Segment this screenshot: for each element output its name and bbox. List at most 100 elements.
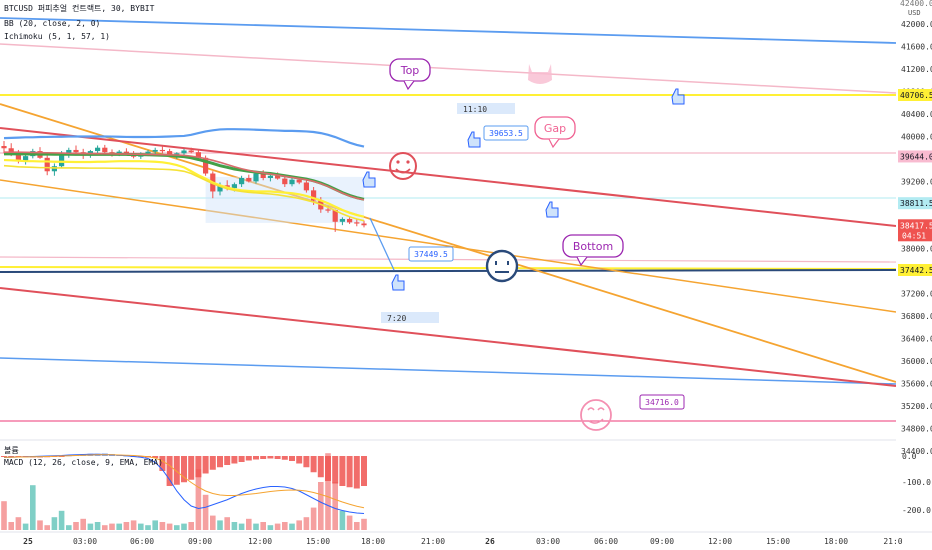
volume-bar (8, 522, 14, 530)
candle-body (23, 156, 29, 162)
time-axis-background (0, 532, 932, 550)
callout-text: Bottom (573, 240, 613, 253)
volume-bar (325, 453, 331, 530)
cat-head (528, 64, 552, 84)
time-tick-label: 15:00 (306, 537, 330, 546)
volume-bar (310, 507, 317, 530)
candle-body (217, 185, 223, 192)
volume-bar (282, 522, 288, 530)
time-tick-label: 26 (485, 537, 495, 546)
price-tick-label: 36800.0 (901, 312, 932, 321)
symbol-title[interactable]: BTCUSD 퍼피추얼 컨트랙트, 30, BYBIT (4, 4, 155, 13)
macd-histogram-bar (195, 456, 202, 478)
price-label-box: 39653.5 (483, 125, 529, 141)
ichimoku-indicator-legend[interactable]: Ichimoku (5, 1, 57, 1) (4, 32, 110, 41)
price-tick-label: 41200.0 (901, 65, 932, 74)
volume-bar (318, 482, 324, 530)
candle-body (181, 150, 187, 154)
candle-body (51, 166, 57, 172)
macd-histogram-bar (188, 456, 195, 480)
macd-histogram-bar (8, 456, 15, 457)
macd-tick-label: -100.0 (902, 478, 931, 487)
trendline-12 (0, 127, 897, 227)
price-label-value: 40706.5 (900, 91, 932, 100)
macd-histogram-bar (332, 456, 339, 484)
hand-shape (545, 201, 559, 218)
volume-bar (58, 510, 65, 530)
callout-gap: Gap (534, 116, 576, 149)
volume-bar (145, 525, 151, 530)
macd-histogram-bar (173, 456, 180, 485)
volume-bar (174, 525, 180, 530)
price-box-text: 37449.5 (414, 250, 448, 259)
macd-histogram-bar (231, 456, 238, 464)
macd-histogram-bar (303, 456, 310, 468)
price-tick-label: 39200.0 (901, 177, 932, 186)
candle-body (332, 209, 338, 222)
macd-indicator-legend[interactable]: MACD (12, 26, close, 9, EMA, EMA) (4, 458, 163, 467)
volume-bar (303, 517, 310, 530)
price-label-value: 38811.5 (900, 199, 932, 208)
price-box-text: 34716.0 (645, 398, 679, 407)
candle-body (239, 178, 245, 185)
price-label-box: 37449.5 (408, 246, 454, 262)
time-tick-label: 09:00 (188, 537, 212, 546)
volume-bar (44, 525, 50, 530)
candle-body (116, 151, 122, 154)
candle-body (275, 175, 281, 179)
price-label-value: 37442.5 (900, 266, 932, 275)
price-tick-label: 34800.0 (901, 424, 932, 433)
volume-bar (296, 520, 302, 530)
neutral-face-icon (485, 249, 519, 283)
macd-histogram-bar (238, 456, 245, 462)
time-range-text: 11:10 (463, 105, 487, 114)
hand-shape (467, 131, 481, 148)
candle-body (66, 149, 72, 154)
time-range-box (381, 312, 439, 323)
candle-body (260, 173, 266, 179)
volume-legend[interactable]: 볼륨 (4, 446, 19, 455)
candle-body (195, 152, 201, 158)
annotations-layer: Top Gap Bottom 39653.5 37449.5 34716.0 11:10 7:… (362, 58, 685, 431)
cat-face-icon (528, 64, 552, 84)
candle-body (15, 152, 21, 162)
time-tick-label: 21:00 (421, 537, 445, 546)
time-tick-label: 18:00 (824, 537, 848, 546)
time-range-text: 7:20 (387, 314, 406, 323)
volume-bar (30, 485, 36, 530)
neutral-circle (485, 249, 519, 283)
callout-tail (403, 80, 415, 91)
volume-bar (166, 523, 173, 530)
callout-tail (548, 138, 560, 149)
volume-bar (224, 517, 230, 530)
volume-bar (195, 469, 202, 530)
candle-body (73, 149, 79, 153)
candle-body (246, 178, 252, 182)
candle-body (231, 184, 237, 189)
bb-indicator-legend[interactable]: BB (20, close, 2, 0) (4, 19, 101, 28)
hand-shape (671, 88, 685, 105)
volume-bar (231, 522, 238, 530)
macd-histogram-bar (181, 456, 187, 483)
volume-bar (66, 525, 72, 530)
volume-bar (15, 517, 22, 530)
price-label-tag (898, 264, 932, 276)
candle-body (59, 153, 65, 167)
time-tick-label: 06:00 (594, 537, 618, 546)
volume-bar (339, 510, 346, 530)
volume-bar (238, 523, 245, 530)
macd-tick-label: -200.0 (902, 506, 931, 515)
price-tick-label: 40400.0 (901, 110, 932, 119)
candle-body (102, 147, 108, 153)
candle-body (347, 218, 353, 223)
volume-bar (354, 522, 360, 530)
dizzy-circle (580, 399, 612, 431)
pointer-hand-icon (391, 274, 405, 291)
macd-histogram-bar (289, 456, 295, 461)
macd-histogram-bar (339, 456, 346, 486)
time-tick-label: 21:0 (883, 537, 902, 546)
indicator-line (3, 164, 365, 222)
price-tick-label: 36400.0 (901, 335, 932, 344)
